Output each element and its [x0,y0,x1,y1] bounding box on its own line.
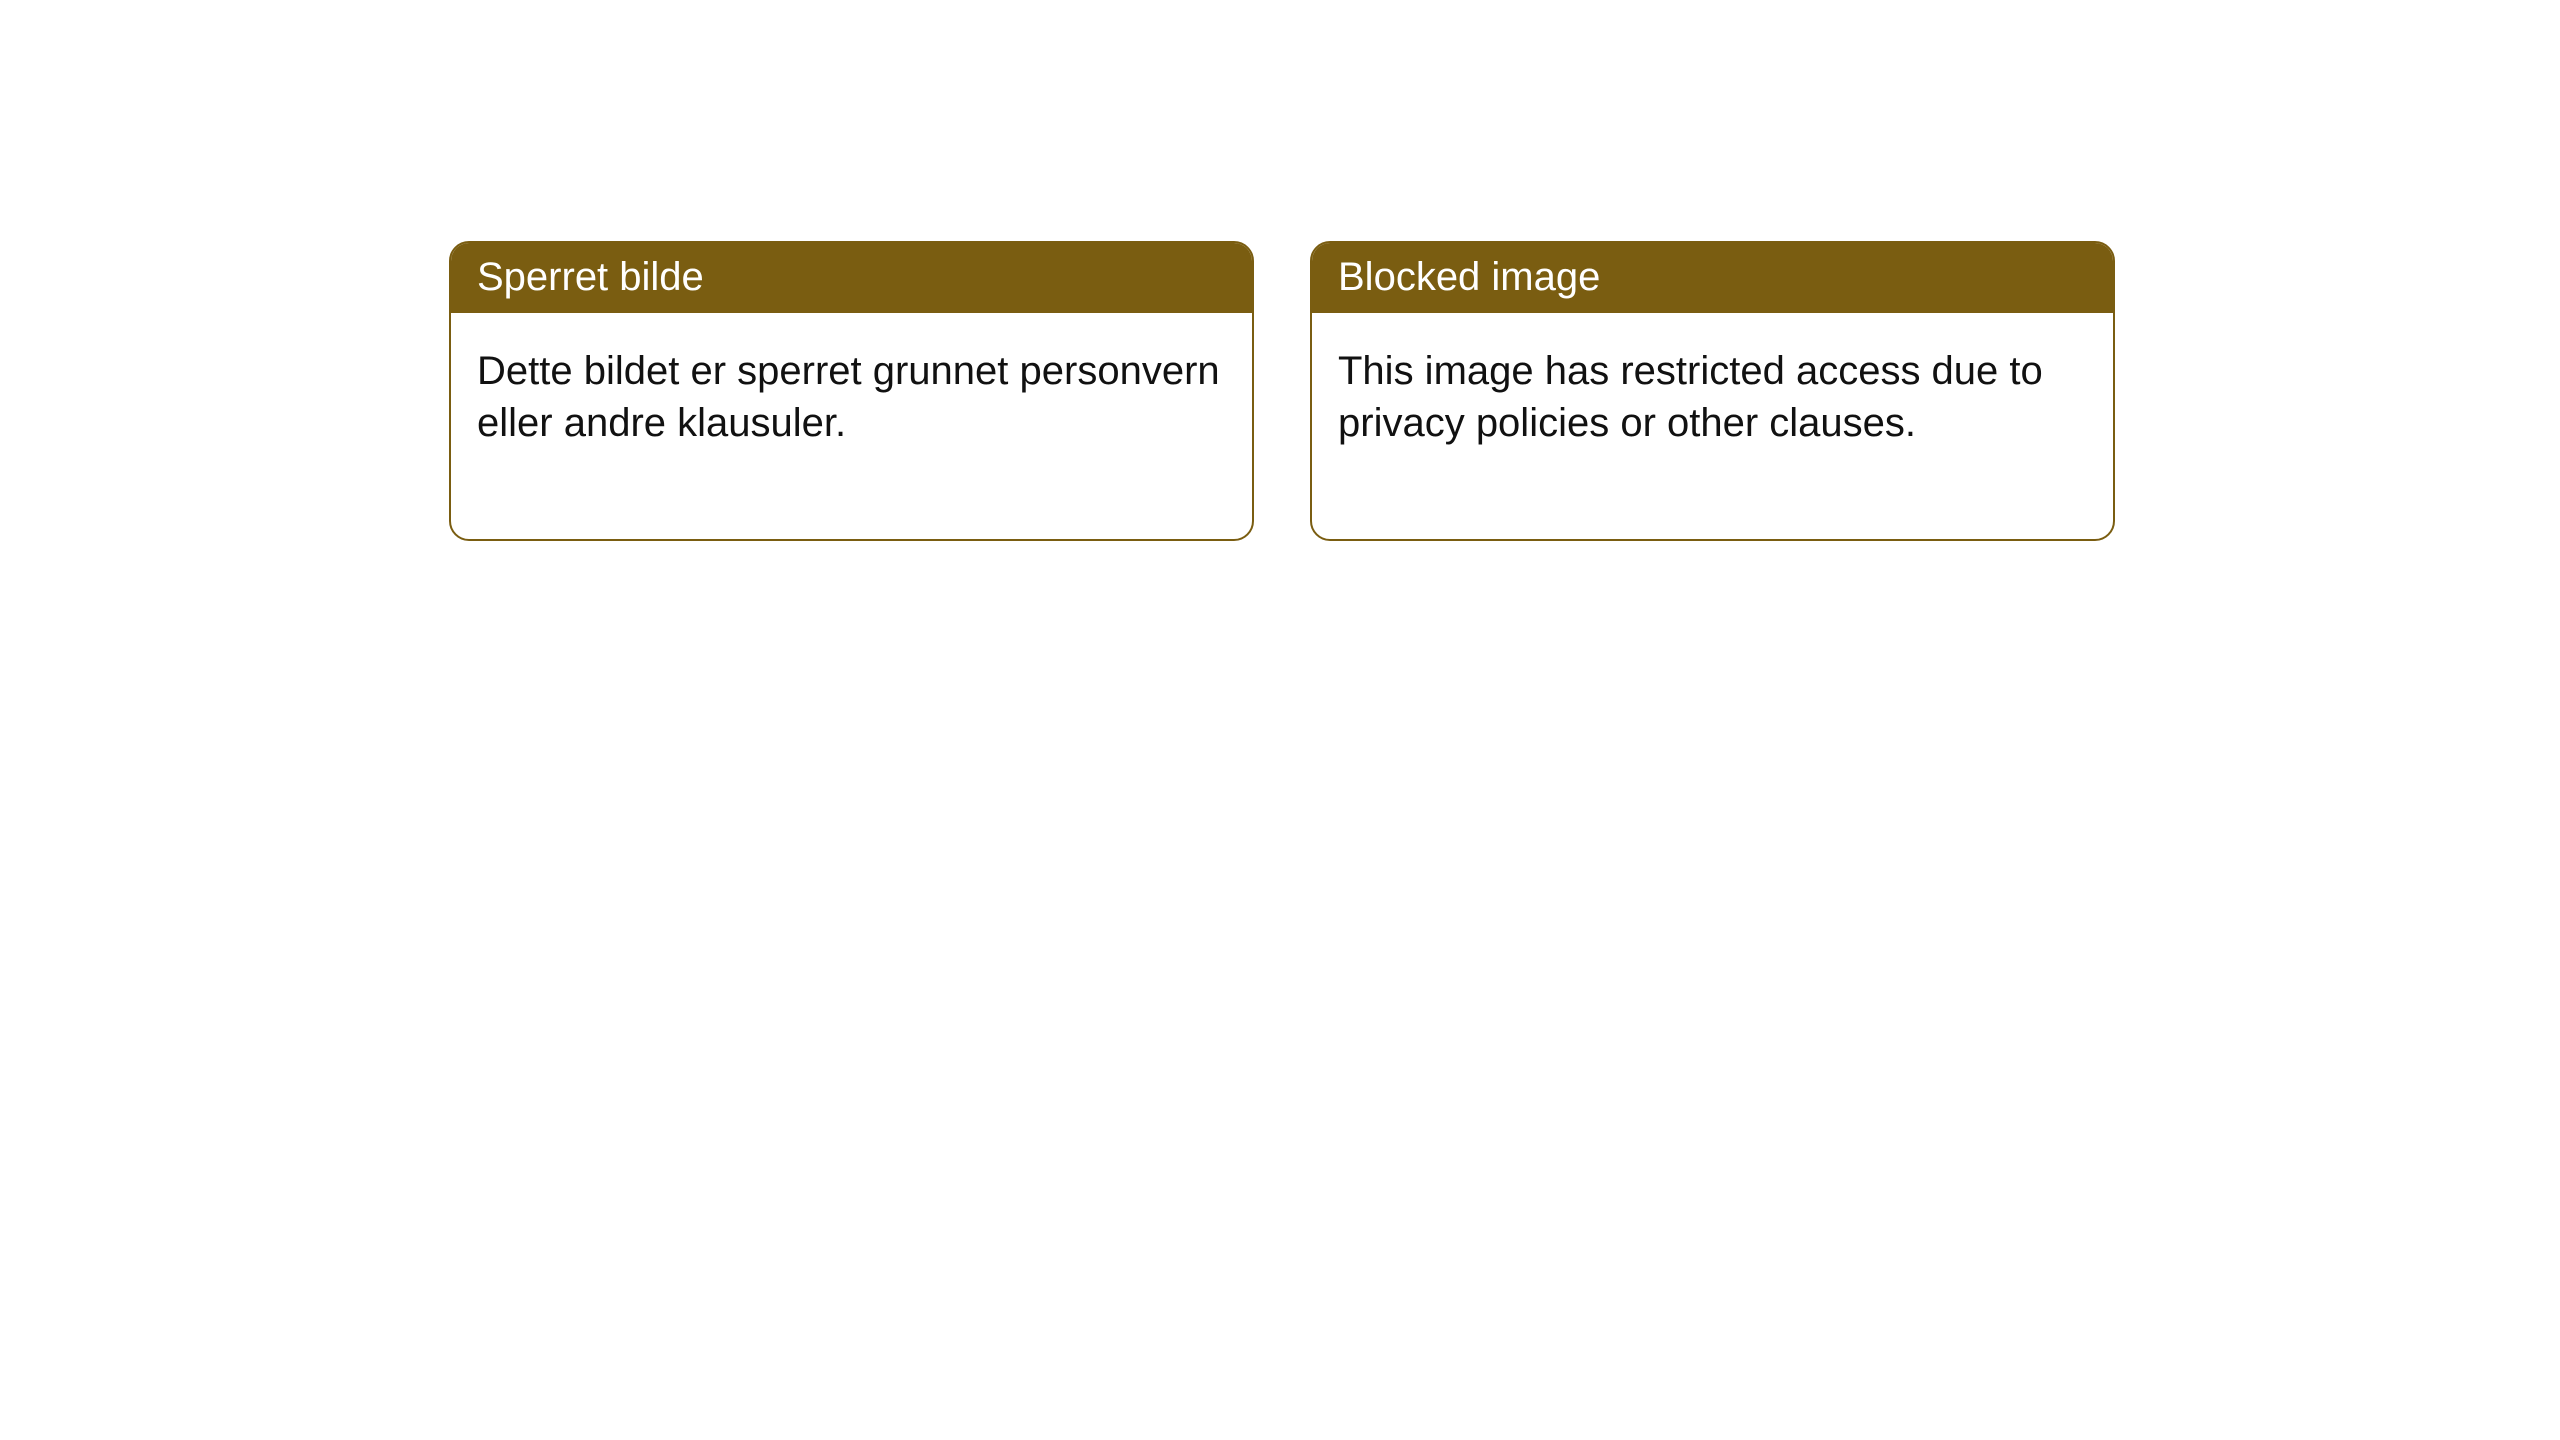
notice-card-english: Blocked image This image has restricted … [1310,241,2115,541]
notice-card-norwegian: Sperret bilde Dette bildet er sperret gr… [449,241,1254,541]
notice-card-header: Blocked image [1312,243,2113,313]
notice-card-header: Sperret bilde [451,243,1252,313]
notice-card-body: This image has restricted access due to … [1312,313,2113,539]
notice-cards-container: Sperret bilde Dette bildet er sperret gr… [0,0,2560,541]
notice-card-body: Dette bildet er sperret grunnet personve… [451,313,1252,539]
